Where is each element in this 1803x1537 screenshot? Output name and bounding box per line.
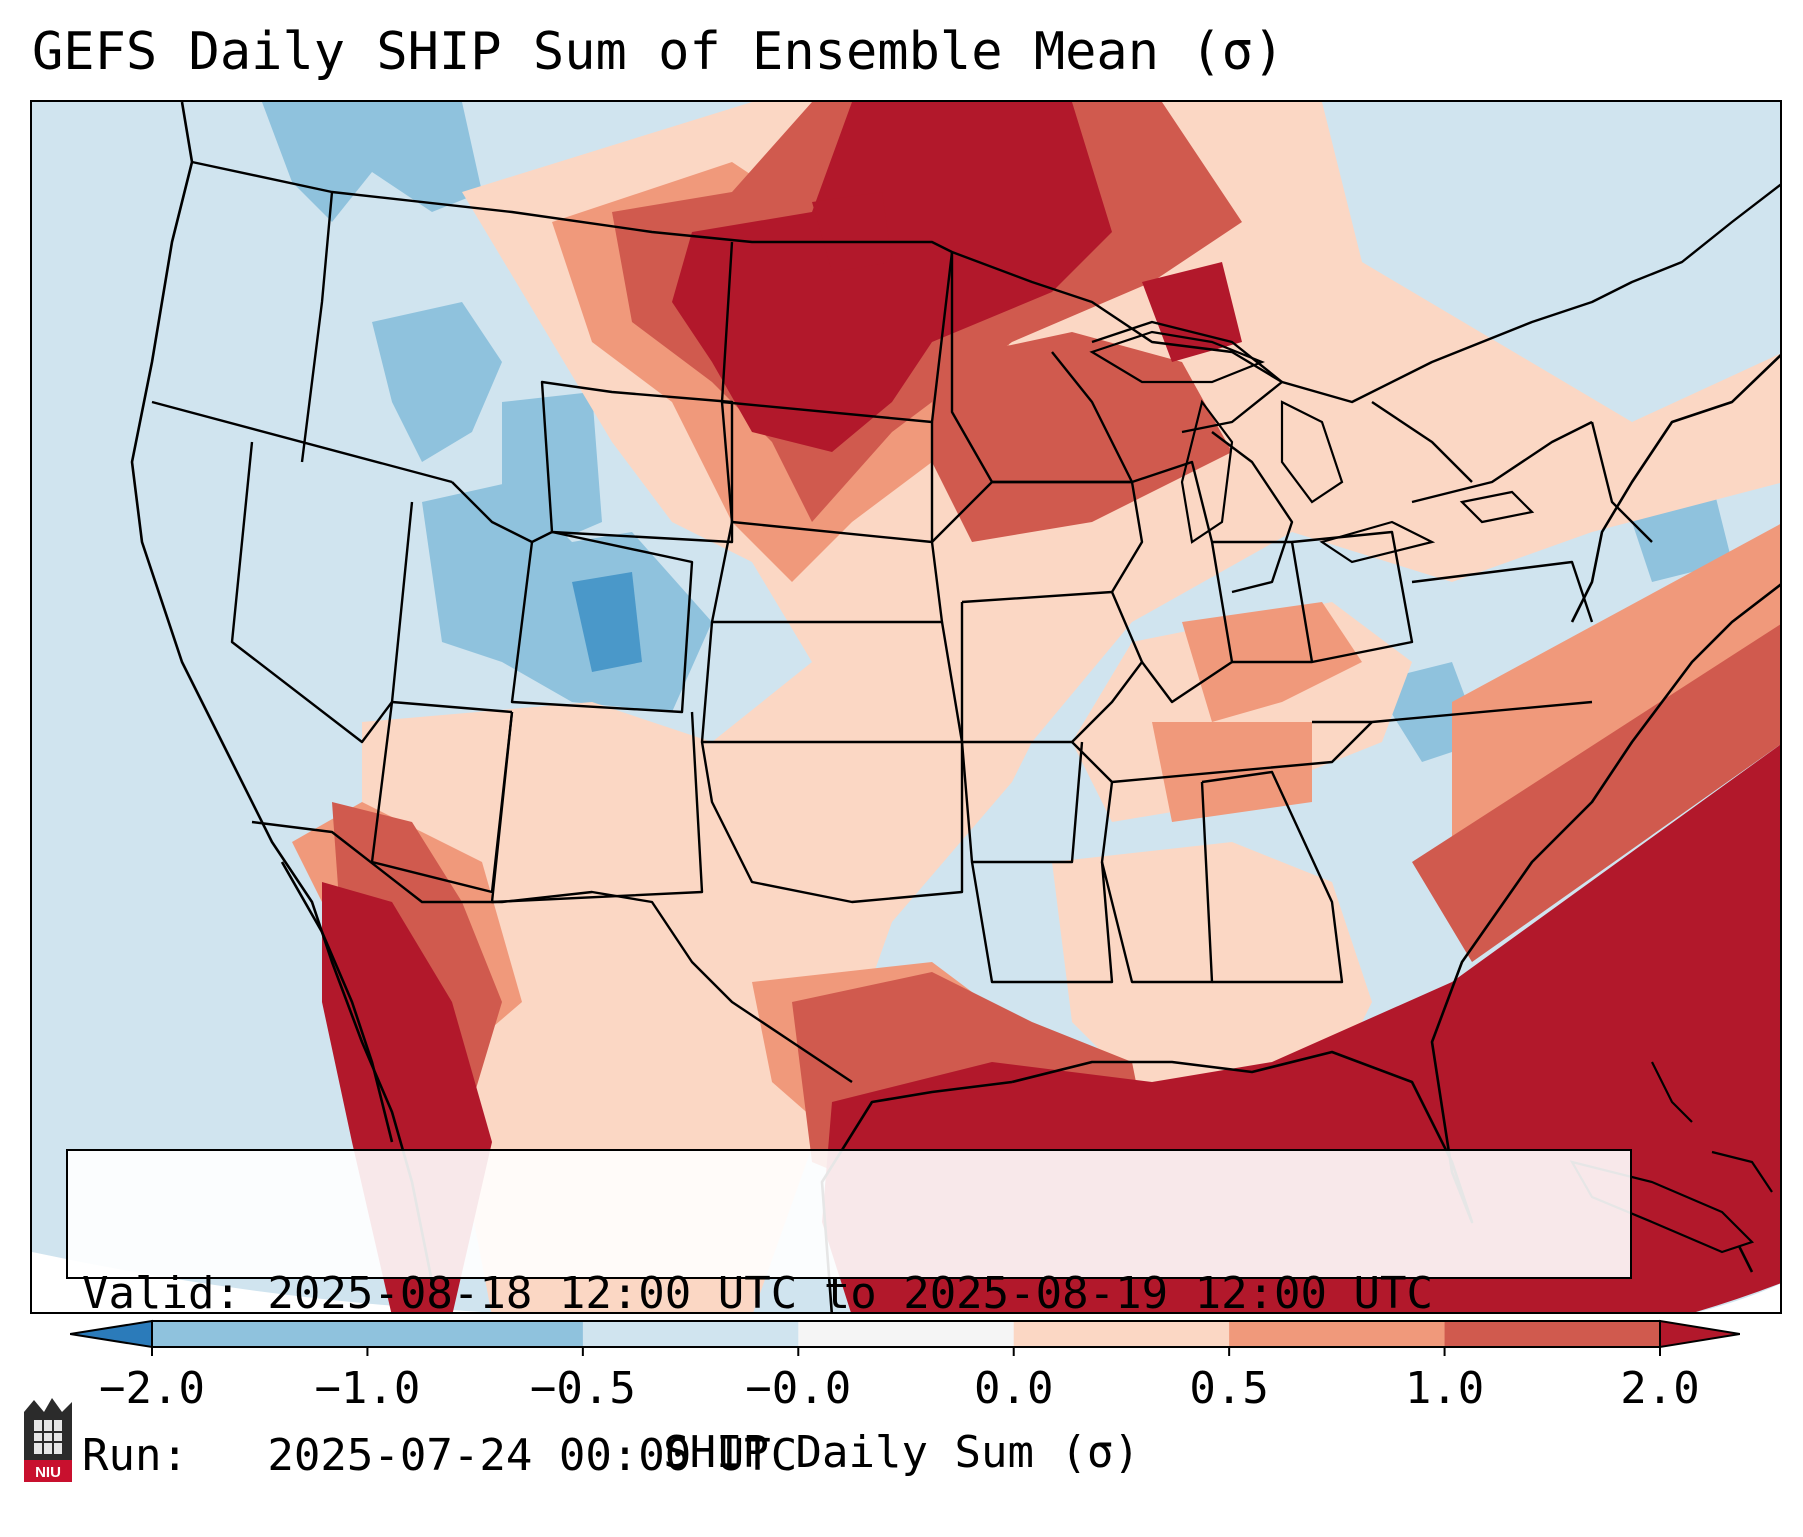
- colorbar-tick-label: 0.0: [973, 1363, 1054, 1414]
- colorado-box: [510, 530, 694, 714]
- region-northern-rockies-blue: [262, 102, 482, 222]
- gulf-atlantic-coastline: [1011, 583, 1780, 1224]
- region-atlantic-red: [1412, 624, 1780, 962]
- region-atlantic-salmon: [1452, 524, 1780, 862]
- colorbar-extend-high: [1659, 1319, 1740, 1349]
- region-superior-darkred: [1142, 262, 1242, 362]
- colorbar-segment: [1013, 1321, 1230, 1347]
- missouri-box: [960, 591, 1144, 744]
- wyoming-box: [540, 380, 734, 544]
- pennsylvania-line: [1411, 560, 1594, 623]
- kansas-box: [700, 621, 964, 744]
- colorbar-segment: [1229, 1321, 1446, 1347]
- lake-ontario: [1459, 490, 1535, 524]
- region-nd-darkred: [812, 192, 892, 272]
- region-minnesota-red: [932, 332, 1232, 542]
- coastlines: [130, 102, 1780, 1312]
- new-england-coastline: [1570, 354, 1780, 623]
- va-nc-line: [1312, 700, 1593, 724]
- colorbar-tick-label: −1.0: [314, 1363, 421, 1414]
- svg-text:NIU: NIU: [35, 1464, 61, 1481]
- run-time-text: Run: 2025-07-24 00:00 UTC: [82, 1430, 798, 1481]
- colorbar-tick-label: −0.5: [529, 1363, 636, 1414]
- georgia-box: [1201, 770, 1344, 984]
- great-lakes: [1089, 330, 1535, 564]
- colorbar-tick-label: 2.0: [1620, 1363, 1700, 1414]
- state-borders: [151, 160, 1780, 1083]
- upper-michigan: [1091, 320, 1284, 434]
- id-wy-line: [451, 481, 553, 544]
- id-or-line: [300, 191, 334, 463]
- colorbar-segment: [582, 1321, 799, 1347]
- south-dakota-box: [720, 401, 934, 544]
- hispaniola-edge: [1711, 1150, 1773, 1193]
- lower-michigan: [1211, 431, 1294, 594]
- colorbar-frame: [151, 1320, 1661, 1348]
- projection-edge: [32, 1252, 483, 1312]
- colorbar-tick-label: −2.0: [99, 1363, 205, 1414]
- colorbar-ticks: [151, 1347, 1661, 1356]
- colorbar: [70, 1319, 1740, 1356]
- arkansas-box: [960, 741, 1084, 864]
- colorbar-tick-label: −0.0: [745, 1363, 852, 1414]
- nebraska-box: [710, 521, 944, 624]
- colorbar-label: SHIP Daily Sum (σ): [663, 1427, 1140, 1478]
- new-york-line: [1411, 420, 1593, 504]
- colorbar-segment: [798, 1321, 1015, 1347]
- chart-title: GEFS Daily SHIP Sum of Ensemble Mean (σ): [32, 22, 1285, 82]
- ship-map: [32, 102, 1780, 1312]
- lake-michigan: [1180, 399, 1234, 544]
- valid-run-info-box: Valid: 2025-08-18 12:00 UTC to 2025-08-1…: [66, 1149, 1632, 1481]
- region-idaho-blue: [372, 302, 502, 462]
- colorbar-segment: [152, 1321, 368, 1347]
- colorbar-segments: [70, 1319, 1740, 1349]
- iowa-box: [931, 480, 1144, 604]
- illinois-box: [1131, 460, 1234, 704]
- nevada-line: [230, 441, 393, 744]
- baja-coastline: [280, 861, 394, 1143]
- lake-huron-shore: [1371, 401, 1473, 483]
- us-canada-border: [191, 160, 1283, 384]
- mississippi-alabama: [1100, 781, 1214, 984]
- lake-huron: [1280, 400, 1344, 504]
- us-canada-border-east: [1281, 183, 1780, 404]
- indiana-box: [1212, 540, 1314, 664]
- colorbar-segment: [1444, 1321, 1661, 1347]
- colorbar-tick-label: 0.5: [1189, 1363, 1269, 1414]
- new-mexico-box: [490, 711, 704, 904]
- or-wa-ca-line: [151, 400, 453, 484]
- colorbar-extend-low: [70, 1319, 153, 1349]
- new-england-lines: [1590, 421, 1653, 543]
- valid-time-text: Valid: 2025-08-18 12:00 UTC to 2025-08-1…: [82, 1268, 1434, 1319]
- region-dakotas-darkred: [672, 102, 1112, 452]
- niu-logo: NIU: [24, 1398, 72, 1482]
- colorbar-tick-label: 1.0: [1404, 1363, 1485, 1414]
- colorbar-segment: [367, 1321, 584, 1347]
- oklahoma-box: [700, 741, 964, 904]
- lake-superior: [1089, 330, 1265, 384]
- region-colorado-dark: [572, 572, 642, 672]
- bahamas: [1651, 1061, 1693, 1123]
- map-panel: [30, 100, 1782, 1314]
- pacific-coastline: [130, 102, 434, 1283]
- projection-edge-right: [1698, 1283, 1780, 1312]
- north-dakota-box: [720, 241, 954, 424]
- tennessee-line: [1071, 721, 1373, 784]
- louisiana-box: [970, 861, 1114, 984]
- lake-erie: [1319, 520, 1436, 564]
